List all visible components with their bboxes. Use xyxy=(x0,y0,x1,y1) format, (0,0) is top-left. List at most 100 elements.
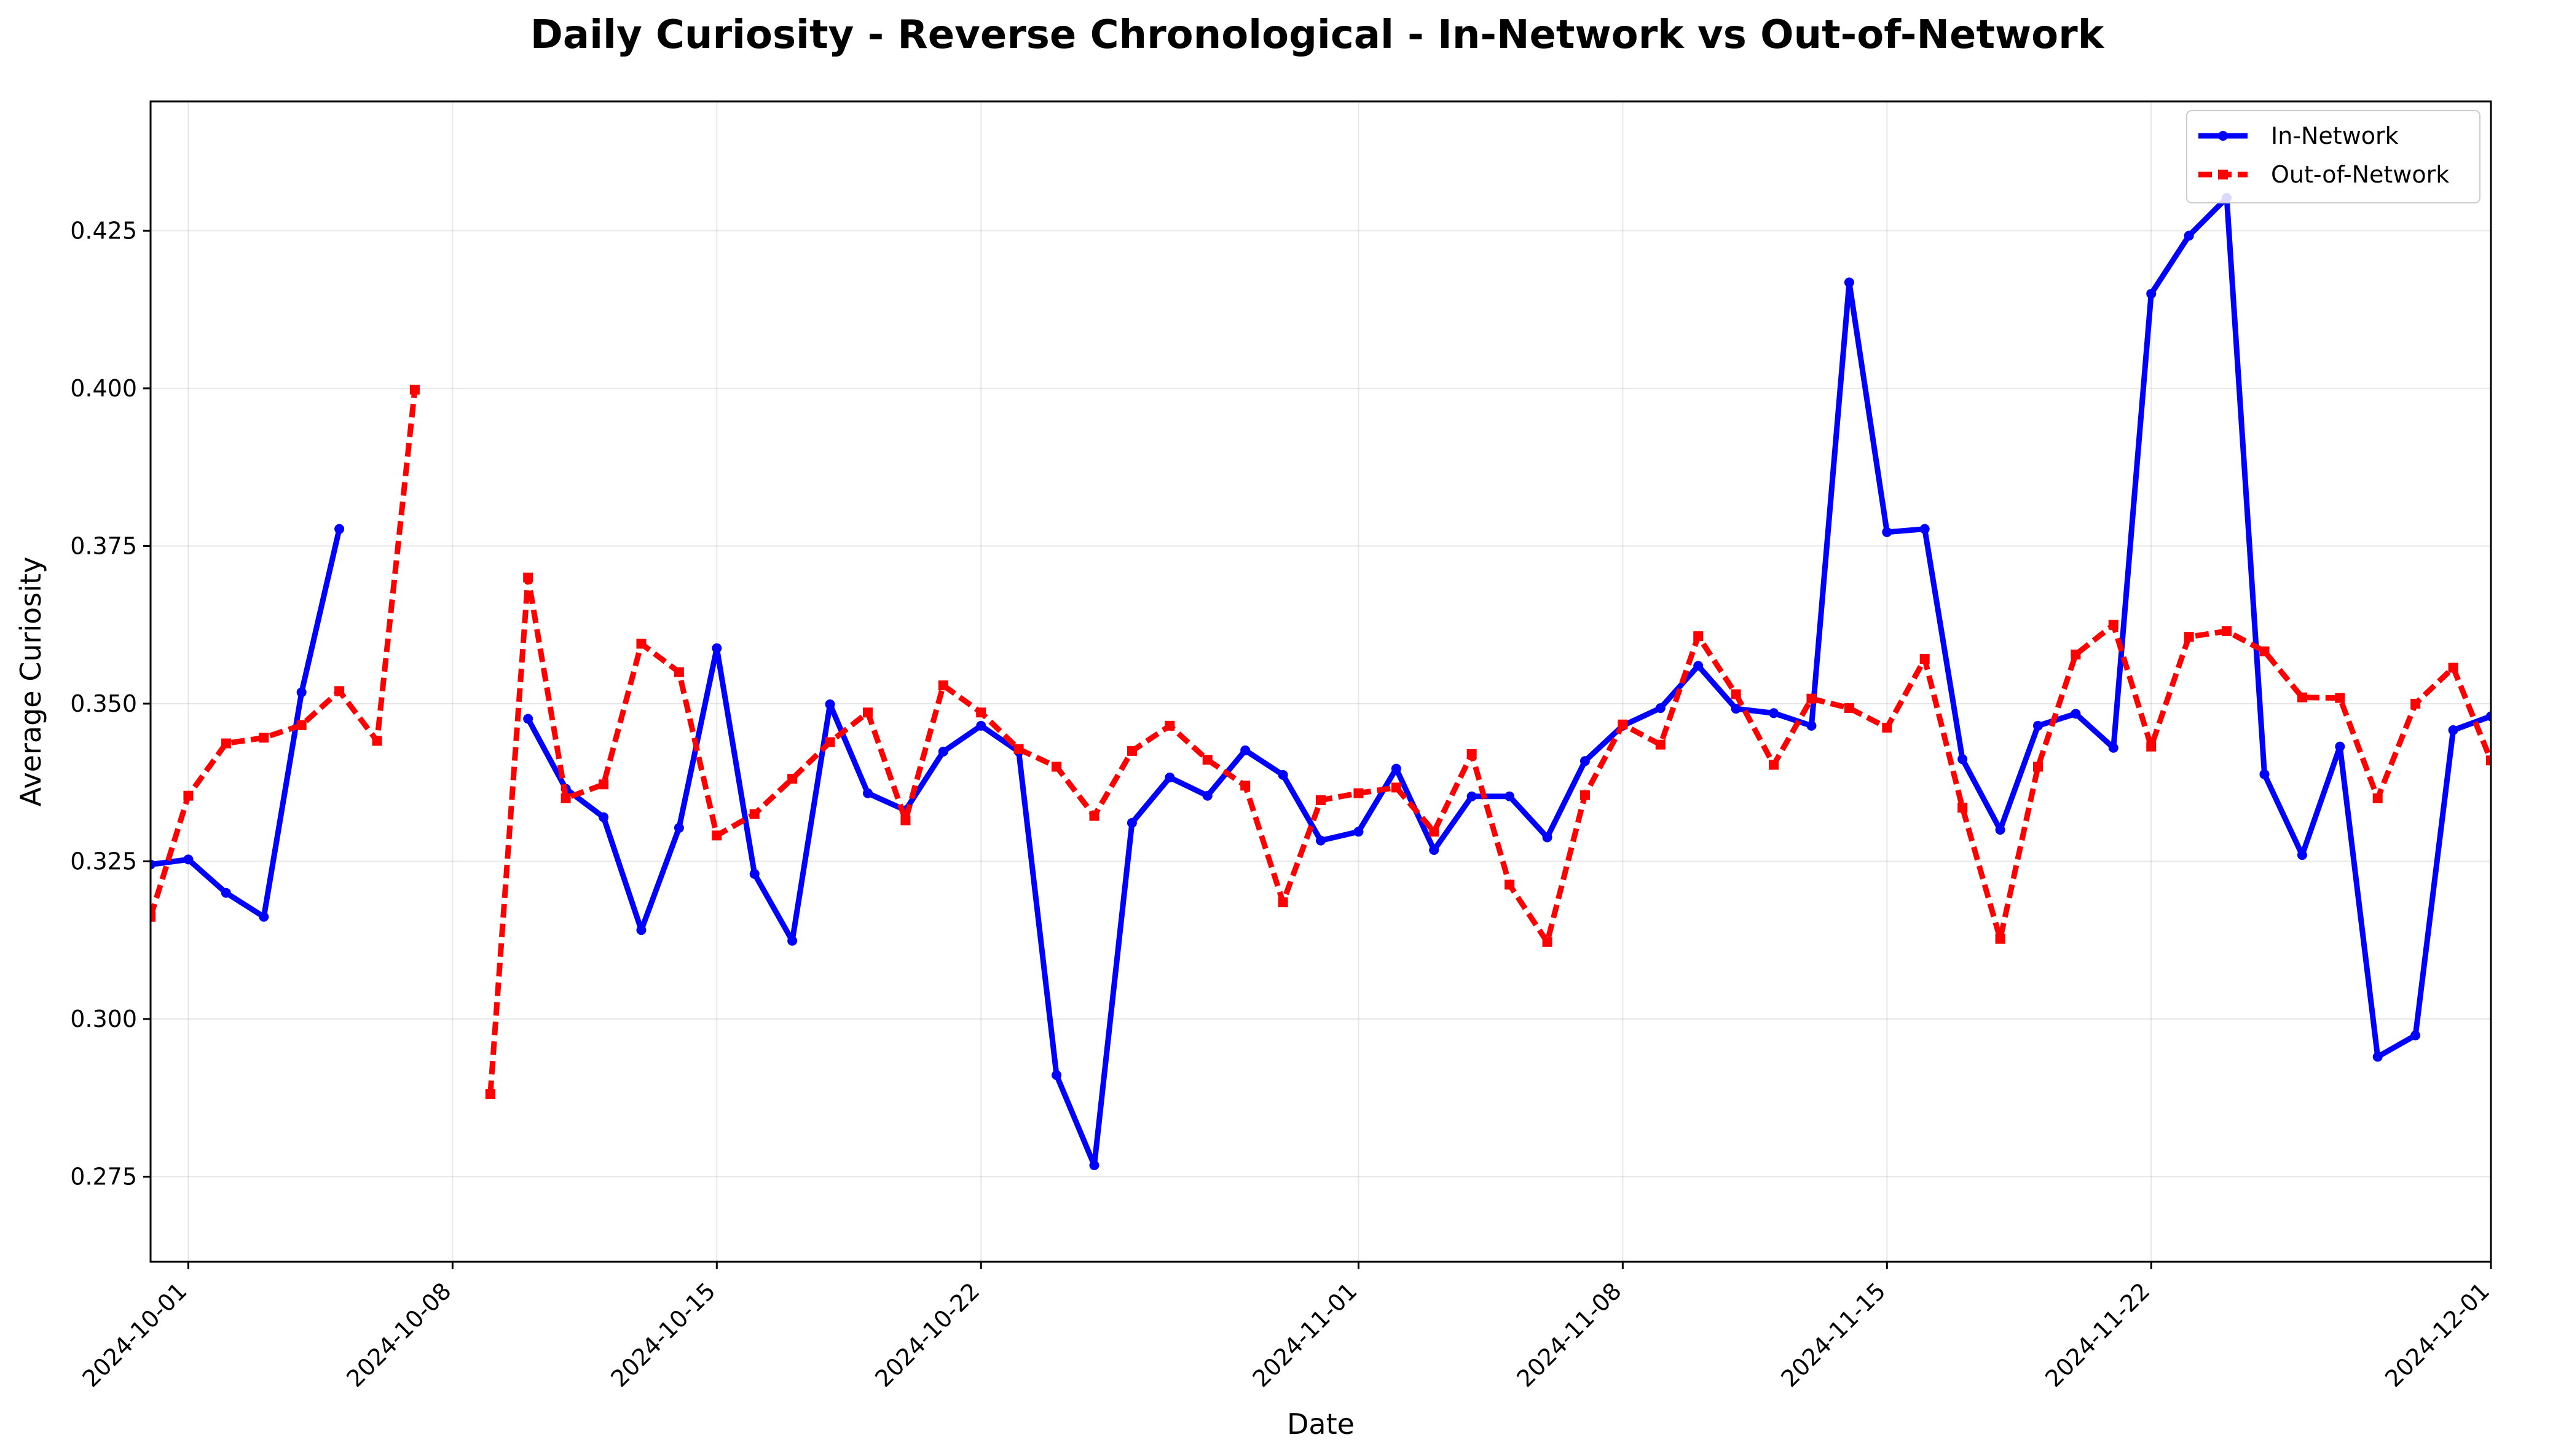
data-point-out-of-network xyxy=(1240,781,1251,791)
data-point-out-of-network xyxy=(1013,744,1024,754)
data-point-out-of-network xyxy=(1806,693,1817,704)
data-point-in-network xyxy=(259,911,269,922)
legend: In-Network Out-of-Network xyxy=(2186,110,2480,203)
data-point-in-network xyxy=(1731,704,1741,714)
data-point-in-network xyxy=(2071,709,2081,719)
legend-box xyxy=(2186,110,2480,203)
data-point-in-network xyxy=(2410,1030,2421,1041)
data-point-in-network xyxy=(334,524,345,534)
data-point-in-network xyxy=(1466,791,1477,801)
data-point-out-of-network xyxy=(561,793,571,803)
data-point-out-of-network xyxy=(221,738,231,749)
data-point-in-network xyxy=(2146,288,2157,299)
data-point-out-of-network xyxy=(259,733,269,743)
y-tick-label: 0.325 xyxy=(70,848,137,875)
data-point-in-network xyxy=(1316,835,1326,846)
data-point-out-of-network xyxy=(2372,793,2383,803)
data-point-in-network xyxy=(1693,661,1704,671)
data-point-in-network xyxy=(1089,1160,1100,1171)
legend-label-out-of-network: Out-of-Network xyxy=(2271,161,2449,188)
data-point-out-of-network xyxy=(976,707,986,718)
data-point-out-of-network xyxy=(1127,746,1137,756)
data-point-in-network xyxy=(1240,745,1251,755)
data-point-in-network xyxy=(2184,230,2194,241)
data-point-in-network xyxy=(523,714,533,724)
data-point-in-network xyxy=(1919,524,1930,534)
data-point-in-network xyxy=(296,687,307,698)
data-point-in-network xyxy=(1579,756,1590,766)
data-point-out-of-network xyxy=(1919,654,1930,664)
data-point-in-network xyxy=(1127,817,1137,828)
data-point-out-of-network xyxy=(1844,703,1854,714)
data-point-out-of-network xyxy=(1089,811,1100,821)
data-point-in-network xyxy=(976,720,986,731)
y-tick-label: 0.275 xyxy=(70,1163,137,1190)
data-point-in-network xyxy=(1052,1070,1062,1080)
data-point-in-network xyxy=(2032,720,2043,731)
data-point-in-network xyxy=(1278,769,1288,780)
data-point-in-network xyxy=(221,887,231,898)
data-point-out-of-network xyxy=(2410,698,2421,709)
grid xyxy=(151,101,2492,1262)
data-point-in-network xyxy=(938,746,948,757)
legend-marker-out-of-network xyxy=(2218,170,2228,179)
data-point-out-of-network xyxy=(712,830,722,841)
data-point-out-of-network xyxy=(2259,646,2270,656)
data-point-in-network xyxy=(2372,1052,2383,1062)
data-point-in-network xyxy=(1655,703,1666,714)
series-line-out-of-network xyxy=(487,575,2491,1095)
data-point-out-of-network xyxy=(2071,649,2081,659)
data-point-in-network xyxy=(1165,772,1175,782)
y-axis-label: Average Curiosity xyxy=(14,557,47,807)
y-tick-label: 0.300 xyxy=(70,1005,137,1033)
data-point-out-of-network xyxy=(2297,692,2307,702)
data-point-out-of-network xyxy=(2146,741,2157,752)
y-tick-label: 0.350 xyxy=(70,690,137,717)
data-point-in-network xyxy=(1505,791,1515,801)
data-point-out-of-network xyxy=(2335,693,2345,703)
data-point-in-network xyxy=(1844,277,1854,288)
data-point-in-network xyxy=(1769,708,1779,718)
data-point-out-of-network xyxy=(372,736,382,746)
data-point-in-network xyxy=(1806,720,1817,731)
series-line-in-network xyxy=(151,528,342,920)
data-point-out-of-network xyxy=(1957,803,1968,813)
data-point-in-network xyxy=(1542,832,1552,843)
data-point-in-network xyxy=(2259,769,2270,779)
data-point-out-of-network xyxy=(1995,934,2005,944)
data-point-in-network xyxy=(1957,754,1968,765)
data-point-out-of-network xyxy=(900,815,911,825)
data-point-out-of-network xyxy=(2032,761,2043,772)
data-point-out-of-network xyxy=(862,707,873,718)
y-tick-label: 0.425 xyxy=(70,217,137,244)
data-point-out-of-network xyxy=(2184,632,2194,642)
data-point-out-of-network xyxy=(151,911,155,922)
data-point-in-network xyxy=(674,823,684,833)
data-point-out-of-network xyxy=(1278,897,1288,908)
data-point-out-of-network xyxy=(523,572,533,583)
data-point-out-of-network xyxy=(787,774,798,784)
data-point-out-of-network xyxy=(1505,880,1515,890)
data-point-out-of-network xyxy=(1391,782,1401,793)
data-point-in-network xyxy=(1429,844,1439,855)
series-group xyxy=(151,192,2491,1171)
legend-label-in-network: In-Network xyxy=(2271,122,2399,149)
data-point-out-of-network xyxy=(183,790,194,801)
data-point-out-of-network xyxy=(1542,937,1552,947)
data-point-in-network xyxy=(2297,850,2307,860)
data-point-in-network xyxy=(712,643,722,653)
data-point-in-network xyxy=(636,925,647,935)
data-point-out-of-network xyxy=(1429,827,1439,837)
data-point-out-of-network xyxy=(1165,720,1175,731)
data-point-in-network xyxy=(862,788,873,798)
plot-area-frame xyxy=(149,100,2492,1263)
data-point-out-of-network xyxy=(1353,788,1364,798)
data-point-in-network xyxy=(749,868,760,879)
data-point-out-of-network xyxy=(1052,761,1062,772)
data-point-in-network xyxy=(2108,742,2118,753)
data-point-in-network xyxy=(1353,827,1364,837)
chart-title: Daily Curiosity - Reverse Chronological … xyxy=(530,12,2105,58)
data-point-out-of-network xyxy=(938,680,948,691)
y-tick-label: 0.375 xyxy=(70,532,137,559)
data-point-out-of-network xyxy=(1882,722,1892,733)
